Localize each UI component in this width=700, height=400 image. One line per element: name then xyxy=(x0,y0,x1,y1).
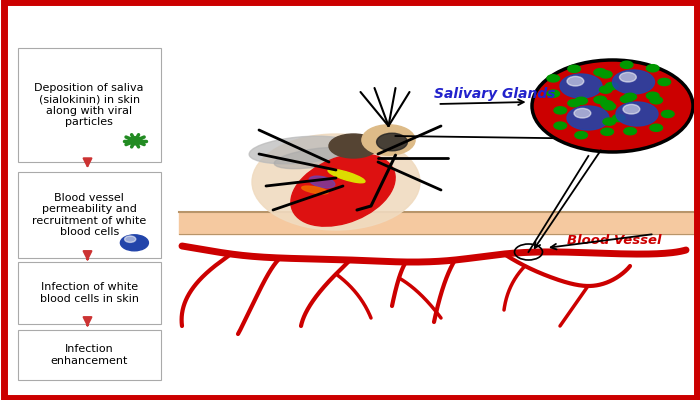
Circle shape xyxy=(646,92,659,99)
Circle shape xyxy=(650,124,662,131)
Bar xyxy=(178,212,700,234)
Circle shape xyxy=(599,71,612,78)
FancyBboxPatch shape xyxy=(18,172,161,258)
Circle shape xyxy=(128,137,142,145)
Circle shape xyxy=(362,125,415,155)
Ellipse shape xyxy=(328,169,365,183)
FancyBboxPatch shape xyxy=(18,48,161,162)
Text: Blood vessel
permeability and
recruitment of white
blood cells: Blood vessel permeability and recruitmen… xyxy=(32,192,146,238)
Circle shape xyxy=(612,70,654,94)
Circle shape xyxy=(567,106,609,130)
Circle shape xyxy=(620,61,633,68)
Circle shape xyxy=(624,128,636,135)
Text: Blood Vessel: Blood Vessel xyxy=(567,234,661,247)
Circle shape xyxy=(662,110,674,118)
Ellipse shape xyxy=(302,186,328,194)
Text: Infection of white
blood cells in skin: Infection of white blood cells in skin xyxy=(40,282,139,304)
Circle shape xyxy=(620,96,633,103)
Circle shape xyxy=(650,97,662,104)
Circle shape xyxy=(601,101,613,108)
Ellipse shape xyxy=(309,176,335,188)
Circle shape xyxy=(603,118,615,125)
Ellipse shape xyxy=(274,147,356,169)
Circle shape xyxy=(547,90,559,97)
Circle shape xyxy=(623,104,640,114)
Circle shape xyxy=(594,96,606,103)
Circle shape xyxy=(568,65,580,72)
Text: Salivary Glands: Salivary Glands xyxy=(434,87,556,101)
Circle shape xyxy=(560,74,602,98)
Circle shape xyxy=(575,97,587,104)
Circle shape xyxy=(547,75,559,82)
Circle shape xyxy=(532,60,693,152)
Circle shape xyxy=(554,107,566,114)
Circle shape xyxy=(616,102,658,126)
Ellipse shape xyxy=(329,134,378,158)
Circle shape xyxy=(575,132,587,139)
Circle shape xyxy=(646,65,659,72)
Circle shape xyxy=(594,69,606,76)
FancyBboxPatch shape xyxy=(18,262,161,324)
Circle shape xyxy=(125,236,136,242)
Circle shape xyxy=(599,86,612,93)
Ellipse shape xyxy=(291,154,395,226)
Circle shape xyxy=(624,93,636,100)
Circle shape xyxy=(658,78,671,86)
FancyBboxPatch shape xyxy=(18,330,161,380)
Circle shape xyxy=(606,82,618,90)
Circle shape xyxy=(120,235,148,251)
Circle shape xyxy=(603,103,615,110)
Text: Infection
enhancement: Infection enhancement xyxy=(50,344,128,366)
Circle shape xyxy=(601,128,613,135)
Circle shape xyxy=(554,122,566,129)
Circle shape xyxy=(252,134,420,230)
Circle shape xyxy=(567,76,584,86)
Circle shape xyxy=(574,108,591,118)
Circle shape xyxy=(620,72,636,82)
Ellipse shape xyxy=(249,136,353,164)
Circle shape xyxy=(568,100,580,107)
Text: Deposition of saliva
(sialokinin) in skin
along with viral
particles: Deposition of saliva (sialokinin) in ski… xyxy=(34,83,144,127)
Circle shape xyxy=(377,133,407,151)
Circle shape xyxy=(612,114,625,122)
